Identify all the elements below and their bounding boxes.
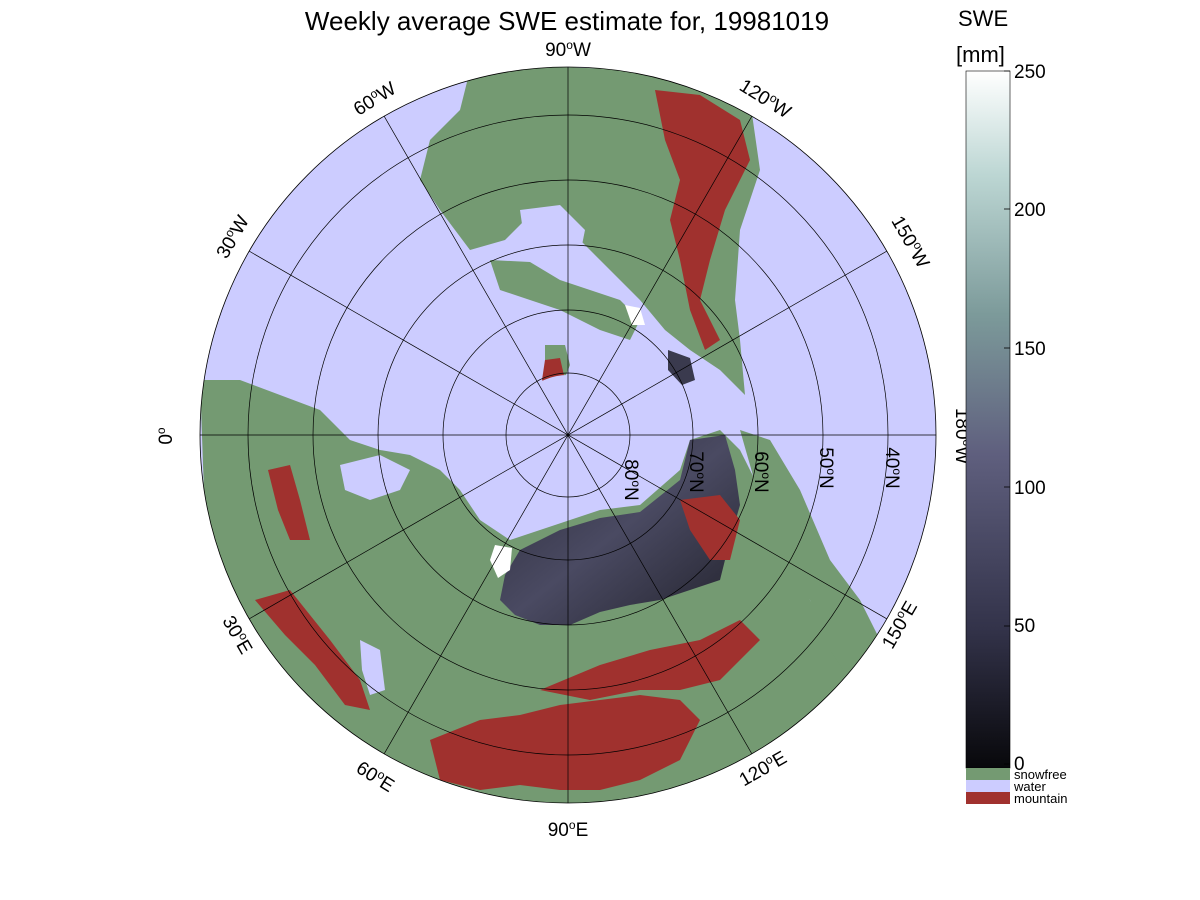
lon-label-90e: 90oE <box>548 818 589 841</box>
colorbar-ticks <box>1004 70 1010 765</box>
lat-label-60n: 60oN <box>750 451 773 493</box>
rocky-mountains <box>655 90 750 350</box>
lon-label-90w: 90oW <box>545 38 591 61</box>
polar-map: 90oW 120oW 150oW 180oW 150oE 120oE 90oE … <box>154 38 974 841</box>
colorbar-gradient <box>965 70 1011 769</box>
colorbar-tick-50: 50 <box>1014 616 1035 637</box>
lat-label-40n: 40oN <box>881 447 904 489</box>
scandinavian-mountains <box>268 465 310 540</box>
legend-label-snowfree: snowfree <box>1014 767 1067 782</box>
colorbar-tick-0: 0 <box>1014 754 1025 775</box>
chart-title: Weekly average SWE estimate for, 1998101… <box>305 6 829 36</box>
colorbar-label-swe: SWE <box>958 6 1008 31</box>
colorbar-tick-150: 150 <box>1014 339 1046 360</box>
alps-caucasus <box>255 590 370 710</box>
caspian-region <box>360 640 385 695</box>
colorbar-tick-250: 250 <box>1014 62 1046 83</box>
lon-label-0: 0o <box>154 427 177 445</box>
legend-swatch-mountain <box>966 792 1010 804</box>
lat-label-70n: 70oN <box>685 451 708 493</box>
lon-label-60e: 60oE <box>352 756 399 797</box>
central-asia-mountains <box>540 620 760 700</box>
snow-cover-north-canada <box>668 350 695 385</box>
legend-label-water: water <box>1013 779 1046 794</box>
lat-label-80n: 80oN <box>620 459 643 501</box>
baltic-sea <box>340 455 410 500</box>
himalaya-region <box>430 695 700 790</box>
land-layer <box>200 67 880 803</box>
snow-cover-siberia <box>500 435 740 625</box>
graticule <box>200 67 936 803</box>
legend-swatch-snowfree <box>966 768 1010 780</box>
lon-label-150w: 150oW <box>887 212 935 272</box>
colorbar-tick-100: 100 <box>1014 478 1046 499</box>
heavy-snow-patch <box>490 545 512 578</box>
legend-label-mountain: mountain <box>1014 791 1067 806</box>
latitude-labels: 80oN 70oN 60oN 50oN 40oN <box>620 447 904 501</box>
arctic-islands <box>490 260 640 340</box>
colorbar-label-unit: [mm] <box>956 42 1005 67</box>
legend-swatch-water <box>966 780 1010 792</box>
far-east-mountains <box>680 495 740 560</box>
colorbar: SWE [mm] 0 50 100 150 200 250 snowfree w… <box>956 6 1067 806</box>
colorbar-tick-200: 200 <box>1014 200 1046 221</box>
lat-label-50n: 50oN <box>815 447 838 489</box>
east-asia-coast <box>740 430 880 680</box>
